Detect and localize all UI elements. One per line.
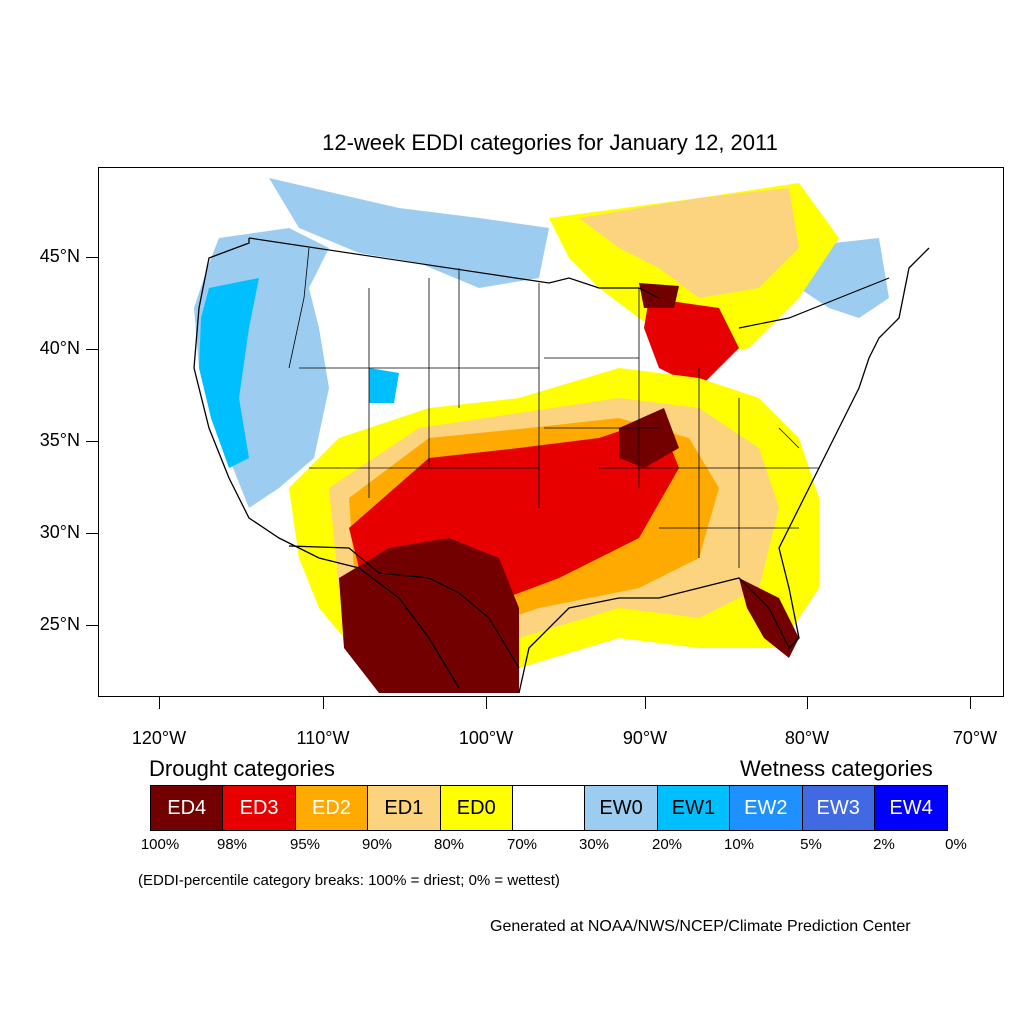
lon-tick-110 <box>323 697 324 709</box>
legend-cell-ed0: ED0 <box>440 786 513 830</box>
legend-cell-ew3: EW3 <box>802 786 875 830</box>
credit-line: Generated at NOAA/NWS/NCEP/Climate Predi… <box>490 918 911 935</box>
lat-label-35: 35°N <box>39 430 80 450</box>
break-label-5: 5% <box>800 836 822 853</box>
lat-tick-30 <box>86 533 98 534</box>
lon-tick-100 <box>486 697 487 709</box>
drought-heading: Drought categories <box>149 756 335 781</box>
lat-label-30: 30°N <box>39 522 80 542</box>
eddi-map <box>98 167 1004 697</box>
lon-label-90: 90°W <box>622 728 668 748</box>
break-label-80: 80% <box>433 836 465 853</box>
dry-region-michigan <box>644 298 739 388</box>
legend-cell-ed1: ED1 <box>368 786 441 830</box>
lat-label-45: 45°N <box>39 246 80 266</box>
legend-colorbar: ED4 ED3 ED2 ED1 ED0 EW0 EW1 EW2 EW3 EW4 <box>150 785 949 831</box>
state-lines <box>288 247 819 568</box>
lat-tick-35 <box>86 441 98 442</box>
legend-cell-ew1: EW1 <box>657 786 731 830</box>
lat-tick-25 <box>86 625 98 626</box>
lon-tick-120 <box>159 697 160 709</box>
mexico-border <box>288 545 520 669</box>
break-label-95: 95% <box>289 836 321 853</box>
dry-region-ohio-valley <box>619 408 679 468</box>
break-label-70: 70% <box>506 836 538 853</box>
legend-cell-ew2: EW2 <box>730 786 803 830</box>
break-label-98: 98% <box>216 836 248 853</box>
lon-label-70: 70°W <box>952 728 998 748</box>
dry-region-upper-mi <box>639 283 679 308</box>
break-label-30: 30% <box>578 836 610 853</box>
legend-cell-ew4: EW4 <box>874 786 948 830</box>
legend-cell-neutral <box>512 786 586 830</box>
lat-tick-45 <box>86 257 98 258</box>
wet-spot-blue <box>369 368 399 403</box>
lon-tick-90 <box>645 697 646 709</box>
legend-cell-ed3: ED3 <box>223 786 296 830</box>
lon-label-100: 100°W <box>458 728 514 748</box>
map-canvas <box>193 178 930 694</box>
us-outline <box>193 238 930 694</box>
lat-label-40: 40°N <box>39 338 80 358</box>
lon-label-110: 110°W <box>296 728 350 748</box>
lon-tick-80 <box>807 697 808 709</box>
lon-label-120: 120°W <box>131 728 187 748</box>
legend-cell-ew0: EW0 <box>585 786 658 830</box>
lat-label-25: 25°N <box>39 614 80 634</box>
break-label-20: 20% <box>651 836 683 853</box>
lon-tick-70 <box>970 697 971 709</box>
legend-cell-ed4: ED4 <box>151 786 224 830</box>
dry-region-texas-ed4 <box>339 538 519 693</box>
dry-region-north-ed1 <box>579 188 799 298</box>
wet-region-north <box>269 178 549 288</box>
break-label-100: 100% <box>140 836 180 853</box>
lat-tick-40 <box>86 349 98 350</box>
break-label-90: 90% <box>361 836 393 853</box>
legend-cell-ed2: ED2 <box>295 786 369 830</box>
break-label-2: 2% <box>873 836 895 853</box>
map-title: 12-week EDDI categories for January 12, … <box>322 130 778 155</box>
break-label-10: 10% <box>723 836 755 853</box>
wet-region-west-core <box>199 278 259 468</box>
canada-border <box>248 237 890 329</box>
lon-label-80: 80°W <box>784 728 830 748</box>
wetness-heading: Wetness categories <box>740 756 933 781</box>
break-label-0: 0% <box>945 836 967 853</box>
category-note: (EDDI-percentile category breaks: 100% =… <box>138 872 560 889</box>
